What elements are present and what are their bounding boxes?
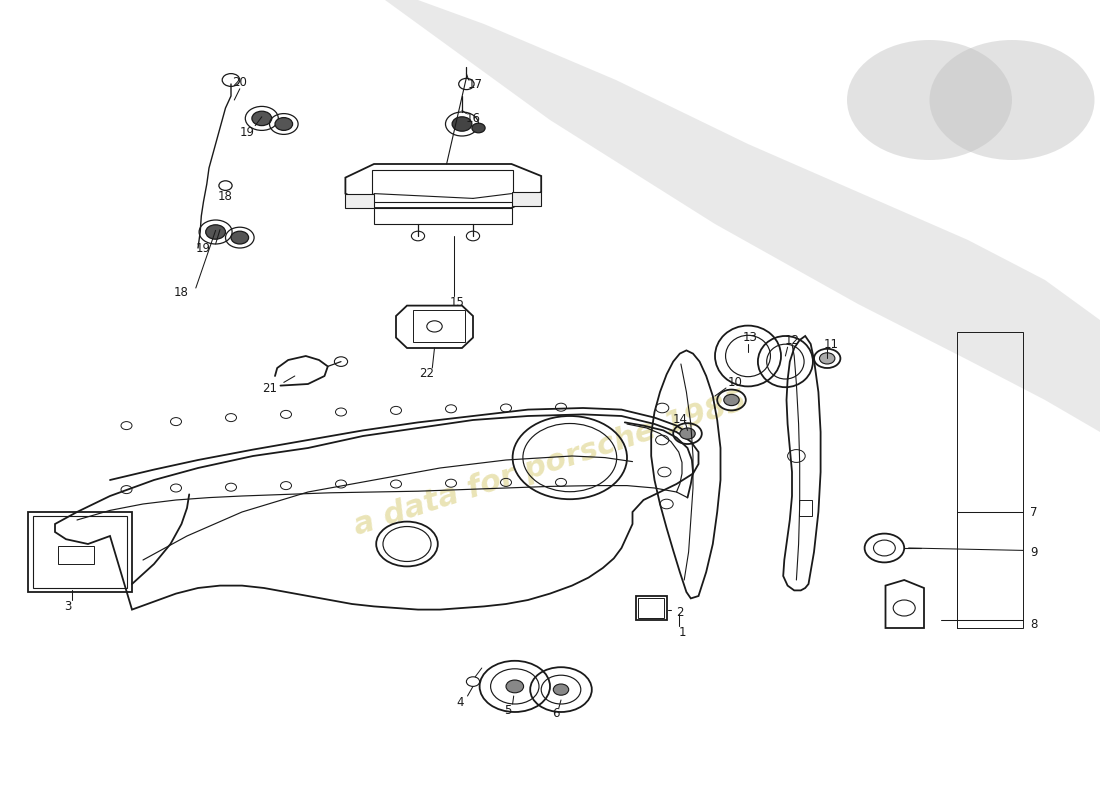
Circle shape bbox=[452, 117, 472, 131]
Text: 18: 18 bbox=[218, 190, 233, 202]
Bar bbox=[412, 310, 465, 342]
Text: 6: 6 bbox=[552, 707, 559, 720]
Text: 10: 10 bbox=[727, 376, 742, 389]
Text: 8: 8 bbox=[1031, 618, 1037, 630]
Bar bbox=[799, 500, 812, 516]
Circle shape bbox=[847, 40, 1012, 160]
Bar bbox=[957, 332, 1023, 628]
Text: 13: 13 bbox=[742, 331, 758, 344]
Text: 19: 19 bbox=[196, 242, 211, 254]
Text: 2: 2 bbox=[676, 606, 684, 618]
Text: 16: 16 bbox=[465, 112, 481, 125]
Circle shape bbox=[724, 394, 739, 406]
Text: 5: 5 bbox=[505, 704, 512, 717]
Text: 19: 19 bbox=[240, 126, 255, 138]
Circle shape bbox=[553, 684, 569, 695]
Text: 7: 7 bbox=[1031, 506, 1037, 518]
Text: 4: 4 bbox=[456, 696, 463, 709]
Text: 18: 18 bbox=[174, 286, 189, 298]
Text: 9: 9 bbox=[1031, 546, 1037, 558]
Text: 1: 1 bbox=[679, 626, 685, 638]
Bar bbox=[58, 546, 94, 564]
Circle shape bbox=[231, 231, 249, 244]
Text: 21: 21 bbox=[262, 382, 277, 394]
Bar bbox=[33, 516, 126, 588]
Circle shape bbox=[472, 123, 485, 133]
Circle shape bbox=[820, 353, 835, 364]
Circle shape bbox=[275, 118, 293, 130]
Bar bbox=[636, 596, 667, 620]
Bar bbox=[28, 512, 132, 592]
Circle shape bbox=[506, 680, 524, 693]
Text: 11: 11 bbox=[824, 338, 839, 350]
Text: 12: 12 bbox=[784, 334, 800, 347]
Circle shape bbox=[252, 111, 272, 126]
Circle shape bbox=[930, 40, 1094, 160]
Polygon shape bbox=[385, 0, 1100, 432]
Text: 15: 15 bbox=[450, 296, 465, 309]
Circle shape bbox=[680, 428, 695, 439]
Polygon shape bbox=[345, 194, 374, 208]
Text: 22: 22 bbox=[419, 367, 435, 380]
Text: 20: 20 bbox=[232, 76, 248, 89]
Bar bbox=[372, 170, 513, 202]
Text: a data for porsche 1985: a data for porsche 1985 bbox=[350, 386, 750, 542]
Circle shape bbox=[206, 225, 225, 239]
Bar bbox=[638, 598, 664, 618]
Text: 17: 17 bbox=[468, 78, 483, 90]
Polygon shape bbox=[512, 192, 541, 206]
Text: 14: 14 bbox=[672, 413, 688, 426]
Text: 3: 3 bbox=[65, 600, 72, 613]
